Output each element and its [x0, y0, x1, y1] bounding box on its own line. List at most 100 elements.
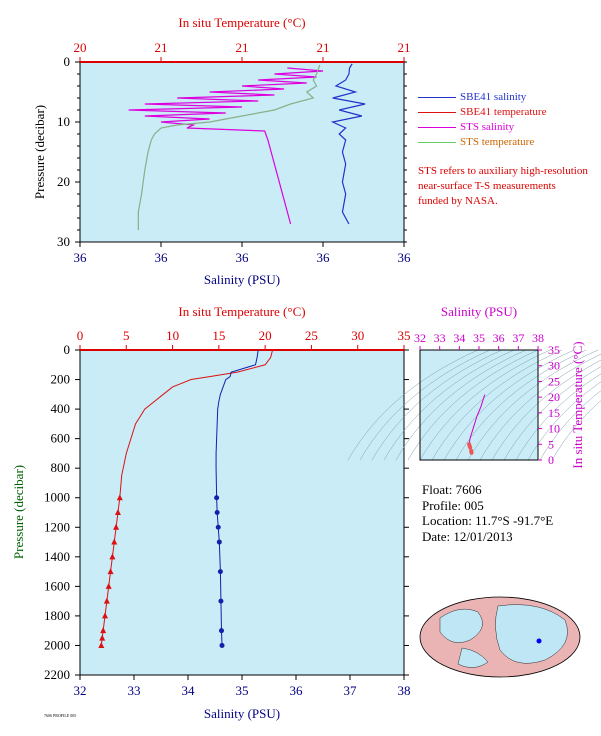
- top-plot-area: [79, 61, 405, 243]
- temperature-marker: [109, 553, 116, 560]
- legend-item-sts-salinity: STS salinity: [418, 120, 546, 135]
- tick-label: 1800: [44, 608, 70, 623]
- salinity-marker: [217, 569, 223, 575]
- tick-label: 35: [473, 331, 485, 345]
- salinity-marker: [218, 628, 224, 634]
- tick-label: 10: [166, 328, 179, 343]
- tick-label: 35: [548, 343, 560, 357]
- tick-label: 0: [64, 54, 71, 69]
- density-contour: [539, 390, 601, 461]
- main-pressure-ticks: 0 200 400 600 800 1000 1200 1400 1600 1800 2000 220…: [44, 342, 409, 682]
- profile-number: Profile: 005: [422, 497, 484, 513]
- map-ocean-atlantic: [439, 608, 483, 643]
- legend-label: SBE41 temperature: [460, 106, 547, 118]
- tick-label: 36: [317, 250, 331, 265]
- legend-item-sbe41-salinity: SBE41 salinity: [418, 90, 546, 105]
- tick-label: 35: [398, 328, 411, 343]
- salinity-marker: [216, 539, 222, 545]
- tick-label: 38: [532, 331, 544, 345]
- tick-label: 21: [317, 40, 330, 55]
- main-salinity-ticks: 32 33 34 35 36 37 38: [74, 675, 411, 698]
- density-contour: [503, 366, 601, 461]
- temperature-marker: [103, 597, 110, 604]
- density-contour: [431, 349, 563, 461]
- top-salinity-axis-title: Salinity (PSU): [204, 272, 280, 287]
- tick-label: 36: [155, 250, 169, 265]
- salinity-marker: [218, 598, 224, 604]
- tick-label: 1400: [44, 549, 70, 564]
- ts-salinity-axis-title: Salinity (PSU): [441, 304, 517, 319]
- tick-label: 32: [74, 683, 87, 698]
- tick-label: 36: [290, 683, 304, 698]
- main-panel: In situ Temperature (°C) 0 5 10 15 20 25 30 35 …: [11, 304, 411, 721]
- location-map: [419, 596, 581, 678]
- ts-temperature-axis-title: In situ Temperature (°C): [570, 341, 585, 468]
- ts-point: [469, 450, 474, 455]
- top-panel: In situ Temperature (°C) 20 21 21 21 21 36 36…: [32, 15, 411, 287]
- map-ocean-pacific: [495, 604, 568, 664]
- tick-label: 20: [74, 40, 87, 55]
- temperature-marker: [101, 612, 108, 619]
- tick-label: 25: [305, 328, 318, 343]
- tick-label: 33: [128, 683, 141, 698]
- tick-label: 21: [236, 40, 249, 55]
- main-temperature-axis-title: In situ Temperature (°C): [178, 304, 305, 319]
- tick-label: 37: [344, 683, 358, 698]
- tick-label: 21: [398, 40, 411, 55]
- tick-label: 25: [548, 374, 560, 388]
- tick-label: 10: [57, 114, 70, 129]
- top-series-group: [128, 63, 366, 230]
- top-pressure-ticks: 0 10 20 30: [57, 54, 407, 249]
- tick-label: 15: [548, 406, 560, 420]
- ts-point: [468, 445, 473, 450]
- main-salinity-axis-title: Salinity (PSU): [204, 706, 280, 721]
- tick-label: 600: [51, 431, 71, 446]
- density-contour: [455, 349, 587, 461]
- temperature-profile-line: [100, 349, 274, 646]
- density-contour: [515, 373, 601, 461]
- tick-label: 1200: [44, 519, 70, 534]
- salinity-marker: [214, 495, 220, 501]
- legend-label: STS temperature: [460, 136, 535, 148]
- salinity-profile-line: [215, 349, 259, 646]
- tick-label: 37: [512, 331, 524, 345]
- temperature-marker: [100, 627, 107, 634]
- legend-swatch-green: [418, 142, 456, 143]
- density-contour: [551, 400, 601, 461]
- legend: SBE41 salinity SBE41 temperature STS sal…: [418, 90, 546, 150]
- map-float-marker: [536, 638, 542, 644]
- tick-label: 0: [64, 342, 71, 357]
- float-id: Float: 7606: [422, 482, 482, 497]
- tick-label: 36: [74, 250, 88, 265]
- legend-item-sbe41-temperature: SBE41 temperature: [418, 105, 546, 120]
- series-line-sts-temperature: [137, 64, 321, 230]
- density-contour: [395, 349, 527, 461]
- tick-label: 0: [548, 453, 554, 467]
- ts-panel: Salinity (PSU) 32 33 34 35 36 37 38 0 510 15 20 25…: [347, 304, 601, 469]
- legend-label: STS salinity: [460, 121, 515, 133]
- footer-id: 7606 PROFILE 005: [44, 713, 76, 718]
- ts-density-contours: [347, 349, 601, 461]
- density-contour: [359, 349, 491, 461]
- density-contour: [491, 359, 601, 461]
- top-temperature-ticks: 20 21 21 21 21: [74, 40, 411, 62]
- tick-label: 5: [548, 437, 554, 451]
- main-temperature-ticks: 0 5 10 15 20 25 30 35: [77, 328, 411, 350]
- tick-label: 35: [236, 683, 249, 698]
- main-plot-area: [79, 349, 405, 676]
- salinity-marker: [219, 642, 225, 648]
- temperature-marker: [107, 568, 114, 575]
- temperature-marker: [98, 641, 105, 648]
- tick-label: 30: [351, 328, 364, 343]
- main-series-group: [98, 349, 274, 648]
- tick-label: 36: [398, 250, 412, 265]
- map-ocean-indian: [457, 647, 489, 668]
- tick-label: 34: [182, 683, 196, 698]
- legend-swatch-magenta: [418, 127, 456, 128]
- series-line-sts-salinity: [128, 67, 324, 225]
- tick-label: 10: [548, 422, 560, 436]
- temperature-marker: [114, 509, 121, 515]
- tick-label: 21: [155, 40, 168, 55]
- float-info: Float: 7606 Profile: 005 Location: 11.7°…: [422, 482, 553, 544]
